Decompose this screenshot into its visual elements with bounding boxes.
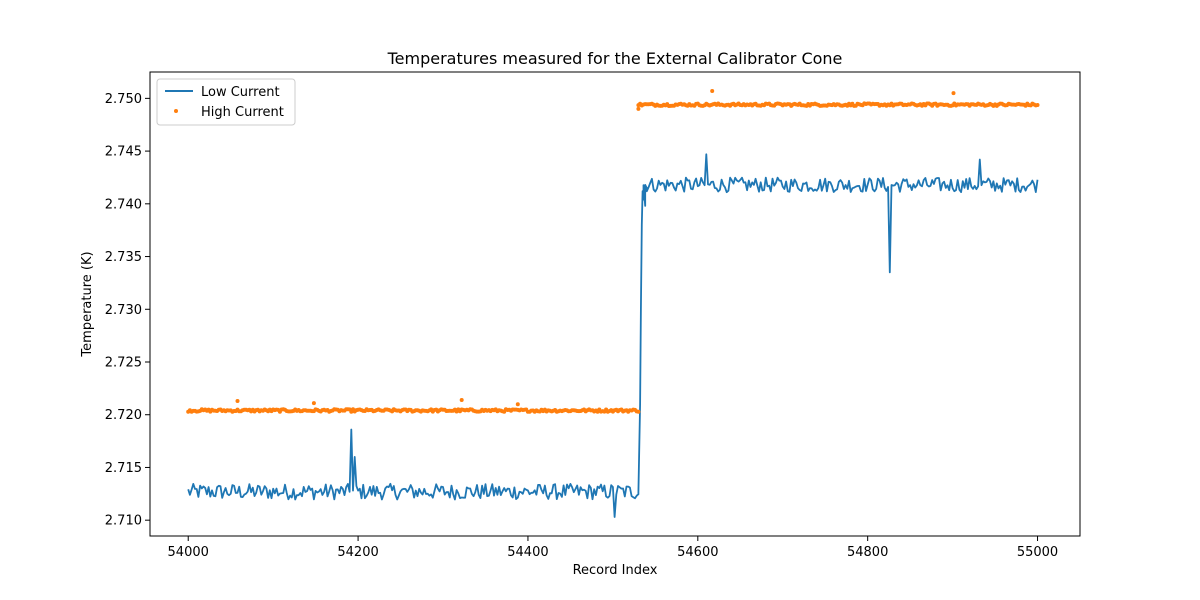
x-tick-label: 54000 [168, 545, 209, 560]
x-tick-label: 54800 [847, 545, 888, 560]
scatter-point [515, 402, 520, 407]
y-tick-label: 2.715 [105, 461, 142, 476]
x-tick-label: 54200 [337, 545, 378, 560]
y-tick-label: 2.720 [105, 408, 142, 423]
y-tick-label: 2.740 [105, 197, 142, 212]
x-tick-label: 55000 [1017, 545, 1058, 560]
scatter-point [459, 398, 464, 402]
scatter-point [1035, 103, 1040, 107]
y-axis: 2.710 2.715 2.720 2.725 2.730 2.735 2.740 2.745… [105, 92, 150, 529]
y-tick-label: 2.735 [105, 250, 142, 265]
y-tick-label: 2.730 [105, 303, 142, 318]
series-scatter-high-current [186, 89, 1040, 414]
scatter-point [710, 89, 715, 93]
y-tick-label: 2.745 [105, 145, 142, 160]
x-tick-label: 54600 [677, 545, 718, 560]
plot-area [186, 89, 1040, 518]
legend-label-low-current: Low Current [201, 85, 280, 100]
y-tick-label: 2.710 [105, 514, 142, 529]
legend-label-high-current: High Current [201, 105, 284, 120]
legend-scatter-swatch [174, 109, 178, 113]
plot-frame [149, 71, 1081, 537]
series-line-low-current [187, 153, 1039, 518]
x-axis: 54000 54200 54400 54600 54800 55000 [168, 536, 1058, 560]
y-tick-label: 2.725 [105, 356, 142, 371]
x-axis-label: Record Index [573, 563, 658, 578]
chart-title: Temperatures measured for the External C… [387, 49, 843, 68]
legend: Low Current High Current [156, 78, 296, 126]
scatter-point [636, 106, 641, 111]
x-tick-label: 54400 [507, 545, 548, 560]
scatter-point [636, 409, 641, 414]
scatter-point [951, 91, 956, 96]
y-tick-label: 2.750 [105, 92, 142, 107]
scatter-point [311, 401, 316, 406]
scatter-point [235, 399, 240, 403]
y-axis-label: Temperature (K) [80, 251, 95, 357]
